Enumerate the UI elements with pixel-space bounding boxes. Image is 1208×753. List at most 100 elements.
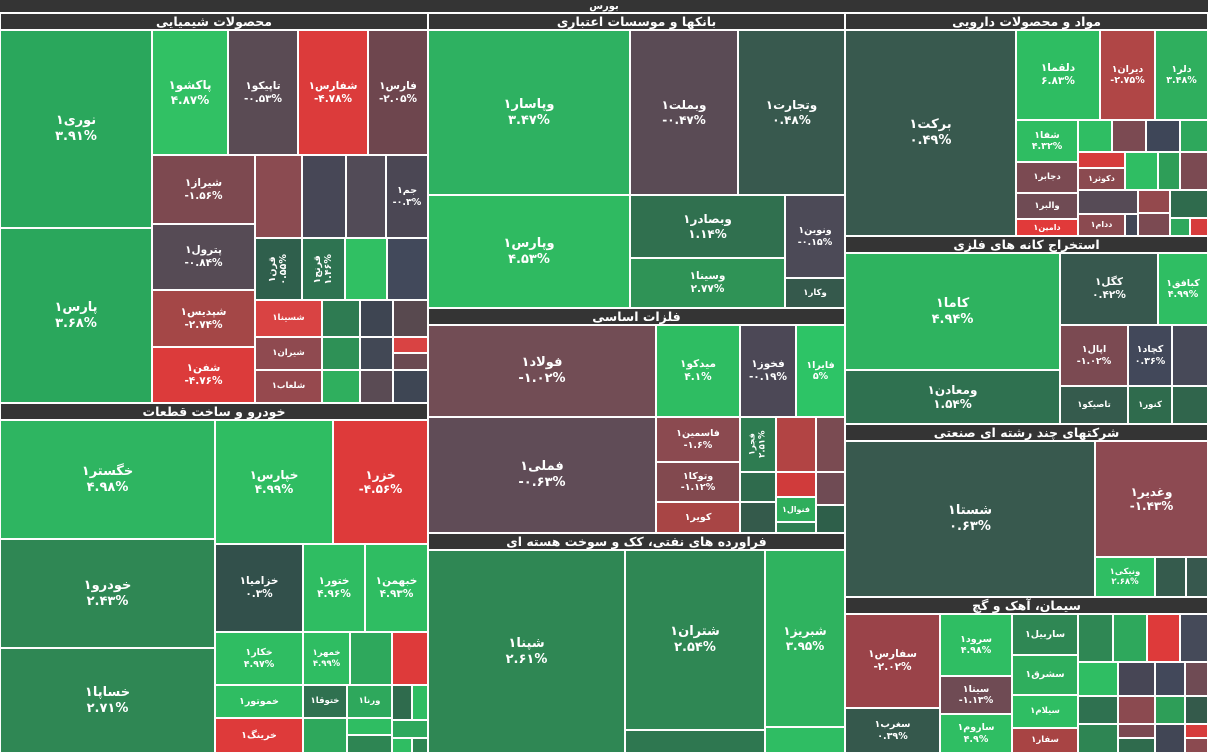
stock-tile-unlabeled[interactable] bbox=[1147, 614, 1180, 662]
stock-tile[interactable]: دلقما۱ ۶.۸۳% bbox=[1016, 30, 1100, 120]
stock-tile-unlabeled[interactable] bbox=[1078, 696, 1118, 724]
stock-tile[interactable]: پارس۱ ۳.۶۸% bbox=[0, 228, 152, 403]
stock-tile-unlabeled[interactable] bbox=[393, 353, 428, 370]
stock-tile[interactable]: فنوال۱ bbox=[776, 497, 816, 522]
stock-tile-unlabeled[interactable] bbox=[816, 417, 845, 472]
stock-tile-unlabeled[interactable] bbox=[322, 337, 360, 370]
stock-tile[interactable]: شپدیس۱ -۲.۷۴% bbox=[152, 290, 255, 347]
stock-tile[interactable]: برکت۱ ۰.۴۹% bbox=[845, 30, 1016, 236]
stock-tile[interactable]: سغرب۱ ۰.۳۹% bbox=[845, 708, 940, 753]
stock-tile[interactable]: سفار۱ bbox=[1012, 728, 1078, 753]
stock-tile-unlabeled[interactable] bbox=[303, 718, 347, 753]
stock-tile[interactable]: ومعادن۱ ۱.۵۴% bbox=[845, 370, 1060, 424]
stock-tile[interactable]: خبهمن۱ ۴.۹۳% bbox=[365, 544, 428, 632]
stock-tile-unlabeled[interactable] bbox=[1170, 190, 1208, 218]
stock-tile[interactable]: کویر۱ bbox=[656, 502, 740, 533]
stock-tile[interactable]: ختور۱ ۴.۹۶% bbox=[303, 544, 365, 632]
stock-tile[interactable]: ساروم۱ ۴.۹% bbox=[940, 714, 1012, 753]
stock-tile[interactable]: سیلام۱ bbox=[1012, 695, 1078, 728]
stock-tile-unlabeled[interactable] bbox=[322, 370, 360, 403]
stock-tile[interactable]: دجابر۱ bbox=[1016, 162, 1078, 193]
stock-tile[interactable]: خکار۱ ۴.۹۷% bbox=[215, 632, 303, 685]
stock-tile[interactable]: شلعاب۱ bbox=[255, 370, 322, 403]
stock-tile[interactable]: جم۱ -۰.۳% bbox=[386, 155, 428, 238]
stock-tile-unlabeled[interactable] bbox=[1158, 152, 1180, 190]
stock-tile-unlabeled[interactable] bbox=[1172, 386, 1208, 424]
stock-tile[interactable]: فخوز۱ -۰.۱۹% bbox=[740, 325, 796, 417]
stock-tile-unlabeled[interactable] bbox=[1185, 724, 1208, 738]
stock-tile[interactable]: خزامیا۱ ۰.۳% bbox=[215, 544, 303, 632]
stock-tile[interactable]: اپال۱ -۱.۰۲% bbox=[1060, 325, 1128, 386]
stock-tile[interactable]: ورنا۱ bbox=[347, 685, 392, 718]
stock-tile[interactable]: میدکو۱ ۴.۱% bbox=[656, 325, 740, 417]
stock-tile-unlabeled[interactable] bbox=[350, 632, 392, 685]
stock-tile-unlabeled[interactable] bbox=[392, 632, 428, 685]
stock-tile-unlabeled[interactable] bbox=[776, 522, 816, 533]
stock-tile-unlabeled[interactable] bbox=[1180, 152, 1208, 190]
stock-tile[interactable]: ختوقا۱ bbox=[303, 685, 347, 718]
stock-tile-unlabeled[interactable] bbox=[392, 720, 428, 738]
stock-tile-unlabeled[interactable] bbox=[1185, 696, 1208, 724]
stock-tile[interactable]: خمهر۱ ۴.۹۹% bbox=[303, 632, 350, 685]
stock-tile-unlabeled[interactable] bbox=[393, 300, 428, 337]
stock-tile[interactable]: کگل۱ ۰.۴۲% bbox=[1060, 253, 1158, 325]
stock-tile-unlabeled[interactable] bbox=[1125, 152, 1158, 190]
stock-tile-unlabeled[interactable] bbox=[1118, 724, 1155, 738]
stock-tile[interactable]: والبر۱ bbox=[1016, 193, 1078, 219]
stock-tile[interactable]: فولاد۱ -۱.۰۲% bbox=[428, 325, 656, 417]
stock-tile[interactable]: کبافق۱ ۴.۹۹% bbox=[1158, 253, 1208, 325]
stock-tile[interactable]: قرنج۱ ۱.۴۶% bbox=[302, 238, 345, 300]
stock-tile[interactable]: سرود۱ ۴.۹۸% bbox=[940, 614, 1012, 676]
stock-tile-unlabeled[interactable] bbox=[1170, 218, 1190, 236]
stock-tile-unlabeled[interactable] bbox=[1118, 662, 1155, 696]
stock-tile-unlabeled[interactable] bbox=[1190, 218, 1208, 236]
stock-tile-unlabeled[interactable] bbox=[1146, 120, 1180, 152]
stock-tile[interactable]: خگستر۱ ۴.۹۸% bbox=[0, 420, 215, 539]
stock-tile-unlabeled[interactable] bbox=[1185, 662, 1208, 696]
stock-tile-unlabeled[interactable] bbox=[1078, 120, 1112, 152]
stock-tile-unlabeled[interactable] bbox=[1118, 696, 1155, 724]
stock-tile-unlabeled[interactable] bbox=[1180, 614, 1208, 662]
stock-tile[interactable]: قرن۱ ۰.۵۵% bbox=[255, 238, 302, 300]
stock-tile-unlabeled[interactable] bbox=[393, 370, 428, 403]
stock-tile-unlabeled[interactable] bbox=[347, 718, 392, 735]
stock-tile[interactable]: ساربیل۱ bbox=[1012, 614, 1078, 655]
stock-tile[interactable]: خموتور۱ bbox=[215, 685, 303, 718]
stock-tile[interactable]: سشرق۱ bbox=[1012, 655, 1078, 695]
stock-tile[interactable]: شپنا۱ ۲.۶۱% bbox=[428, 550, 625, 753]
stock-tile[interactable]: وبصادر۱ ۱.۱۴% bbox=[630, 195, 785, 258]
stock-tile-unlabeled[interactable] bbox=[1186, 557, 1208, 597]
stock-tile[interactable]: ددام۱ bbox=[1078, 214, 1125, 236]
stock-tile[interactable]: پاکشو۱ ۴.۸۷% bbox=[152, 30, 228, 155]
stock-tile[interactable]: کنور۱ bbox=[1128, 386, 1172, 424]
stock-tile[interactable]: سیتا۱ -۱.۱۳% bbox=[940, 676, 1012, 714]
stock-tile-unlabeled[interactable] bbox=[255, 155, 302, 238]
stock-tile-unlabeled[interactable] bbox=[360, 300, 393, 337]
stock-tile[interactable]: نوری۱ ۳.۹۱% bbox=[0, 30, 152, 228]
stock-tile-unlabeled[interactable] bbox=[1155, 662, 1185, 696]
stock-tile-unlabeled[interactable] bbox=[776, 417, 816, 472]
stock-tile-unlabeled[interactable] bbox=[1118, 738, 1155, 753]
stock-tile[interactable]: فاسمین۱ -۱.۶% bbox=[656, 417, 740, 462]
stock-tile[interactable]: خزر۱ -۴.۵۶% bbox=[333, 420, 428, 544]
stock-tile[interactable]: شستا۱ ۰.۶۳% bbox=[845, 441, 1095, 597]
stock-tile-unlabeled[interactable] bbox=[816, 505, 845, 533]
stock-tile-unlabeled[interactable] bbox=[740, 502, 776, 533]
stock-tile-unlabeled[interactable] bbox=[1138, 213, 1170, 236]
stock-tile-unlabeled[interactable] bbox=[1078, 614, 1113, 662]
stock-tile[interactable]: ونیکی۱ ۲.۶۸% bbox=[1095, 557, 1155, 597]
stock-tile-unlabeled[interactable] bbox=[392, 685, 412, 720]
stock-tile[interactable]: سفارس۱ -۲.۰۲% bbox=[845, 614, 940, 708]
stock-tile[interactable]: دیران۱ -۲.۷۵% bbox=[1100, 30, 1155, 120]
stock-tile[interactable]: خپارس۱ ۴.۹۹% bbox=[215, 420, 333, 544]
stock-tile[interactable]: کچاد۱ ۰.۳۶% bbox=[1128, 325, 1172, 386]
stock-tile-unlabeled[interactable] bbox=[360, 370, 393, 403]
stock-tile-unlabeled[interactable] bbox=[347, 735, 392, 753]
stock-tile[interactable]: پترول۱ -۰.۸۴% bbox=[152, 224, 255, 290]
stock-tile[interactable]: وتجارت۱ ۰.۴۸% bbox=[738, 30, 845, 195]
stock-tile[interactable]: کاما۱ ۴.۹۴% bbox=[845, 253, 1060, 370]
stock-tile[interactable]: شبریز۱ ۳.۹۵% bbox=[765, 550, 845, 727]
stock-tile[interactable]: ونوین۱ -۰.۱۵% bbox=[785, 195, 845, 278]
stock-tile[interactable]: خساپا۱ ۲.۷۱% bbox=[0, 648, 215, 753]
stock-tile[interactable]: شتران۱ ۲.۵۴% bbox=[625, 550, 765, 730]
